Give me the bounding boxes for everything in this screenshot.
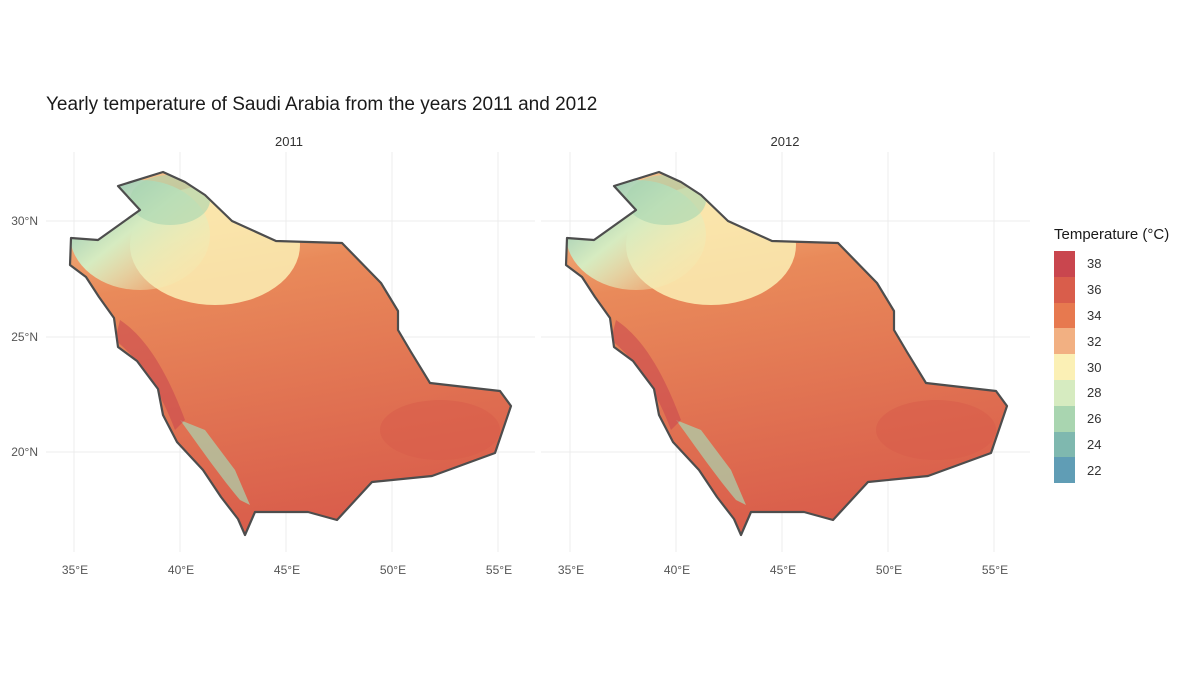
western-hot-zone	[611, 320, 681, 430]
x-tick-35-2012: 35°E	[557, 563, 585, 577]
x-tick-45-2012: 45°E	[769, 563, 797, 577]
legend-label: 24	[1087, 436, 1102, 452]
legend-swatch	[1054, 251, 1075, 277]
x-tick-55-2011: 55°E	[485, 563, 513, 577]
x-tick-40-2011: 40°E	[167, 563, 195, 577]
legend-item-22: 22	[1054, 457, 1169, 484]
legend-swatch	[1054, 457, 1075, 484]
legend-label: 32	[1087, 333, 1102, 349]
north-cool-zone	[130, 175, 210, 225]
legend-item-26: 26	[1054, 405, 1169, 432]
legend-label: 34	[1087, 307, 1102, 323]
western-hot-zone	[115, 320, 185, 430]
legend-label: 30	[1087, 359, 1102, 375]
legend-label: 26	[1087, 411, 1102, 427]
north-cool-zone	[626, 175, 706, 225]
legend-swatch	[1054, 276, 1075, 303]
legend-swatch	[1054, 405, 1075, 432]
legend-label: 22	[1087, 462, 1102, 478]
southwest-highland-zone	[676, 420, 746, 505]
saudi-map-shape	[564, 170, 1009, 537]
legend-label: 36	[1087, 282, 1102, 298]
panel-label-2012: 2012	[770, 134, 800, 149]
legend-item-30: 30	[1054, 354, 1169, 380]
y-tick-25: 25°N	[11, 330, 38, 344]
country-border	[564, 170, 1009, 537]
saudi-map-shape	[68, 170, 513, 537]
legend-swatch	[1054, 328, 1075, 355]
legend-item-34: 34	[1054, 302, 1169, 329]
y-tick-20: 20°N	[11, 445, 38, 459]
legend-swatch	[1054, 379, 1075, 406]
x-tick-45-2011: 45°E	[273, 563, 301, 577]
legend-swatch	[1054, 431, 1075, 458]
y-tick-30: 30°N	[11, 214, 38, 228]
panel-label-2011: 2011	[275, 134, 303, 149]
legend-item-28: 28	[1054, 379, 1169, 406]
x-tick-55-2012: 55°E	[981, 563, 1009, 577]
legend-item-32: 32	[1054, 328, 1169, 355]
legend-label: 38	[1087, 256, 1102, 272]
chart-title: Yearly temperature of Saudi Arabia from …	[46, 94, 598, 115]
southwest-highland-zone	[180, 420, 250, 505]
temperature-legend: Temperature (°C) 38 36 34 32 30 28 26 24 22	[1054, 226, 1170, 484]
legend-label: 28	[1087, 385, 1102, 401]
x-tick-35-2011: 35°E	[61, 563, 89, 577]
legend-item-36: 36	[1054, 276, 1169, 303]
country-border	[68, 170, 513, 537]
saudi-map-2012	[564, 170, 1009, 537]
legend-title: Temperature (°C)	[1054, 226, 1170, 243]
legend-item-24: 24	[1054, 431, 1169, 458]
x-tick-50-2012: 50°E	[875, 563, 903, 577]
legend-swatch	[1054, 354, 1075, 380]
legend-item-38: 38	[1054, 251, 1169, 277]
legend-swatch	[1054, 302, 1075, 329]
eastern-hot-zone	[876, 400, 996, 460]
x-tick-50-2011: 50°E	[379, 563, 407, 577]
x-tick-40-2012: 40°E	[663, 563, 691, 577]
saudi-map-2011	[68, 170, 513, 537]
eastern-hot-zone	[380, 400, 500, 460]
